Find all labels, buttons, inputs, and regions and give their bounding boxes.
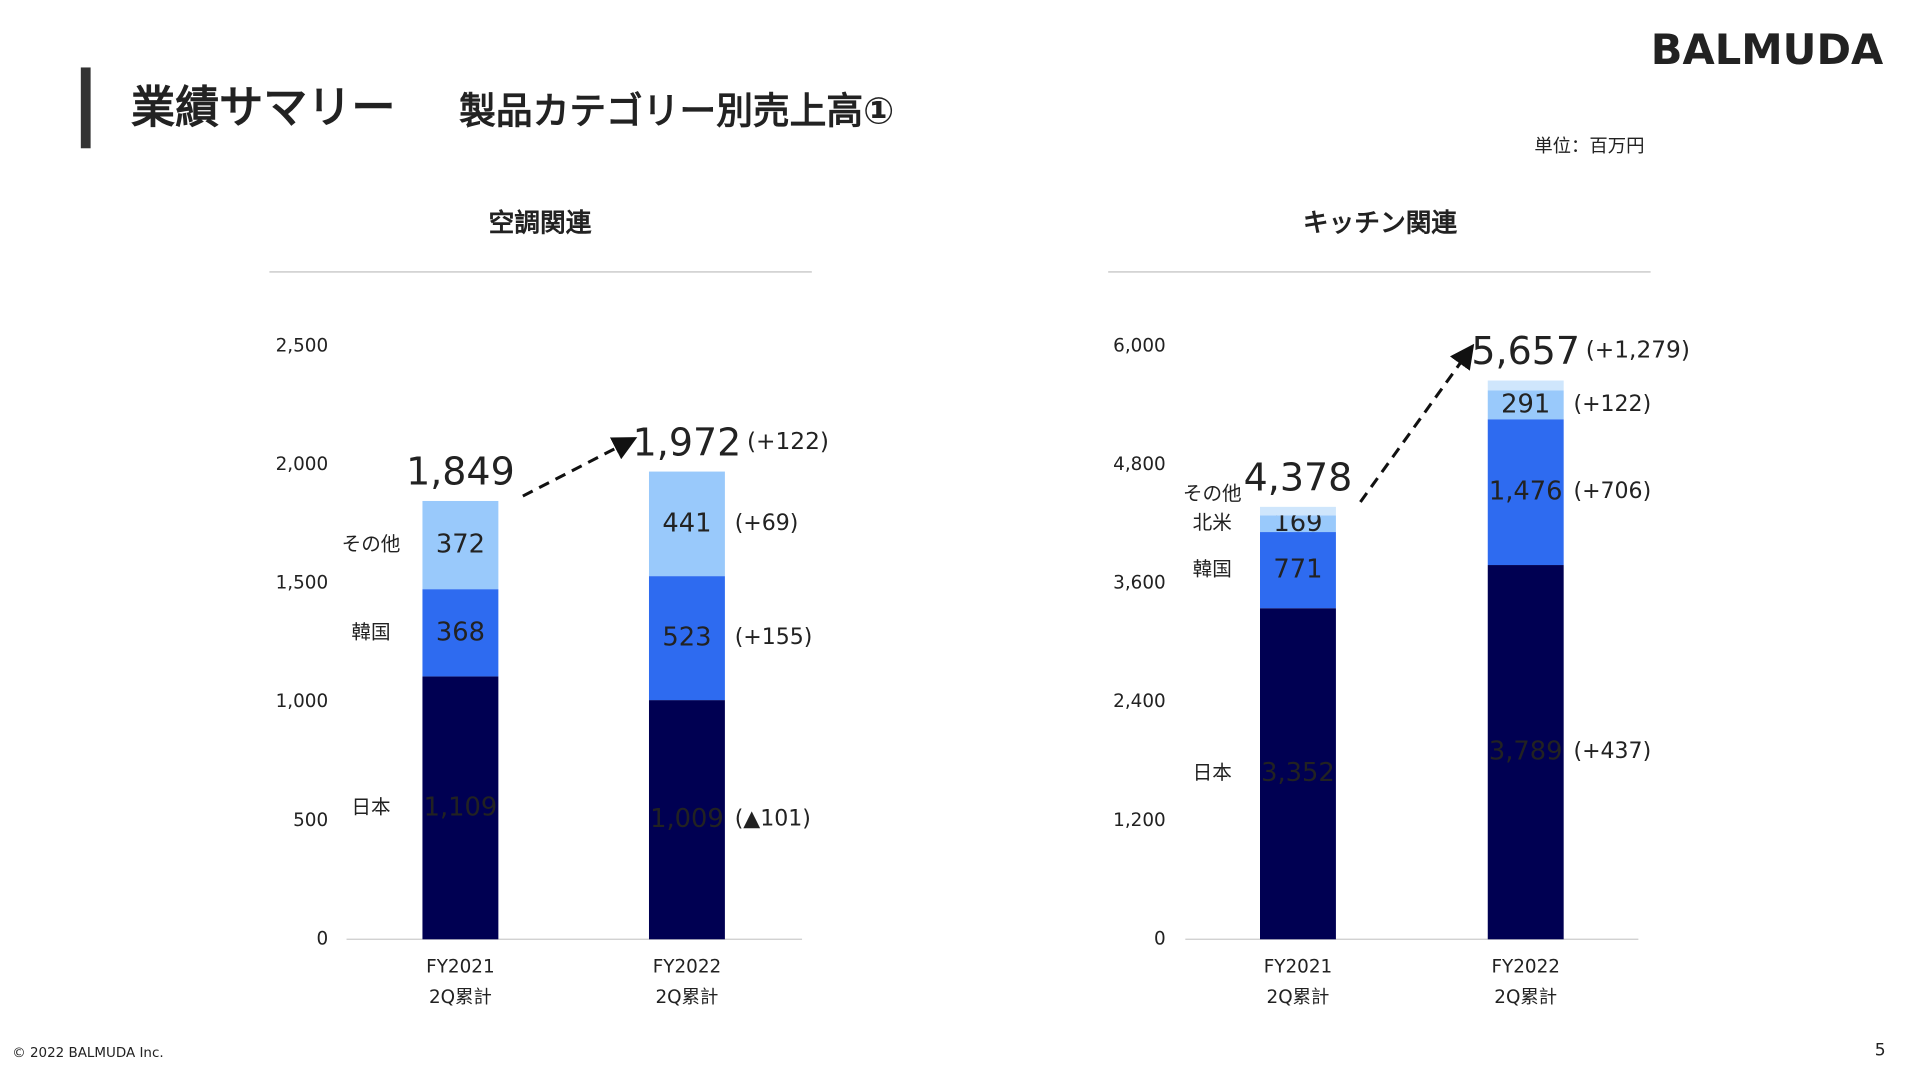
bar-segment bbox=[422, 589, 499, 677]
series-name: 韓国 bbox=[351, 620, 390, 643]
trend-arrow bbox=[1359, 343, 1475, 503]
series-name: その他 bbox=[1183, 482, 1242, 505]
x-tick-label: 2Q累計 bbox=[429, 987, 492, 1008]
change-label: (+69) bbox=[735, 511, 799, 536]
y-tick-label: 1,200 bbox=[1113, 810, 1166, 831]
y-tick-label: 1,500 bbox=[276, 573, 329, 594]
x-tick-label: 2Q累計 bbox=[656, 987, 719, 1008]
series-name: 日本 bbox=[1193, 761, 1232, 784]
total-label: 1,972 bbox=[633, 420, 742, 464]
chart-title: 空調関連 bbox=[489, 208, 592, 239]
y-tick-label: 3,600 bbox=[1113, 573, 1166, 594]
y-tick-label: 0 bbox=[316, 928, 328, 949]
bar-segment bbox=[1487, 390, 1564, 420]
change-label: (+706) bbox=[1573, 479, 1651, 504]
copyright: © 2022 BALMUDA Inc. bbox=[12, 1046, 163, 1061]
x-tick-label: FY2022 bbox=[653, 956, 722, 977]
bar-segment bbox=[1260, 506, 1336, 516]
change-label: (▲101) bbox=[735, 807, 811, 832]
value-label: 372 bbox=[436, 530, 485, 560]
x-tick-label: 2Q累計 bbox=[1494, 987, 1557, 1008]
total-label: 5,657 bbox=[1471, 329, 1580, 373]
value-label: 291 bbox=[1501, 389, 1550, 419]
bar-segment bbox=[648, 576, 725, 701]
change-label: (+437) bbox=[1573, 739, 1651, 764]
x-tick-label: FY2022 bbox=[1491, 956, 1559, 977]
bar-segment bbox=[1487, 565, 1564, 940]
trend-arrow bbox=[522, 437, 638, 498]
title-bar bbox=[80, 67, 91, 149]
series-name: 日本 bbox=[351, 795, 390, 818]
slide-title: 業績サマリー bbox=[131, 82, 395, 133]
value-label: 523 bbox=[662, 623, 711, 653]
change-label: (+155) bbox=[735, 625, 813, 650]
bar-segment bbox=[1487, 380, 1564, 391]
slide-subtitle: 製品カテゴリー別売上高① bbox=[459, 89, 894, 132]
y-tick-label: 500 bbox=[293, 810, 328, 831]
chart-title: キッチン関連 bbox=[1303, 209, 1458, 239]
bar-segment bbox=[1260, 532, 1336, 609]
bar-segment bbox=[422, 676, 499, 940]
value-label: 441 bbox=[662, 508, 711, 538]
series-name: 北米 bbox=[1193, 511, 1232, 534]
y-tick-label: 4,800 bbox=[1113, 454, 1166, 475]
value-label: 3,789 bbox=[1489, 737, 1563, 767]
y-tick-label: 2,400 bbox=[1113, 691, 1166, 712]
x-tick-label: FY2021 bbox=[426, 956, 495, 977]
total-change-label: (+122) bbox=[747, 428, 829, 455]
bar-segment bbox=[1260, 515, 1336, 533]
value-label: 3,352 bbox=[1261, 758, 1335, 788]
x-tick-label: 2Q累計 bbox=[1267, 987, 1330, 1008]
value-label: 771 bbox=[1273, 555, 1322, 585]
series-name: 韓国 bbox=[1193, 558, 1232, 581]
y-tick-label: 6,000 bbox=[1113, 336, 1166, 357]
total-label: 1,849 bbox=[406, 450, 515, 494]
total-label: 4,378 bbox=[1244, 455, 1353, 499]
bar-segment bbox=[648, 471, 725, 577]
unit: 単位：百万円 bbox=[1534, 136, 1644, 157]
logo: BALMUDA bbox=[1651, 25, 1884, 74]
bar-segment bbox=[1487, 419, 1564, 566]
value-label: 1,476 bbox=[1489, 477, 1563, 507]
x-tick-label: FY2021 bbox=[1264, 956, 1333, 977]
change-label: (+122) bbox=[1573, 392, 1651, 417]
value-label: 1,009 bbox=[650, 804, 724, 834]
series-name: その他 bbox=[342, 533, 401, 556]
bar-segment bbox=[422, 500, 499, 590]
y-tick-label: 1,000 bbox=[276, 691, 329, 712]
y-tick-label: 2,000 bbox=[276, 454, 329, 475]
total-change-label: (+1,279) bbox=[1586, 337, 1690, 364]
y-tick-label: 0 bbox=[1154, 928, 1166, 949]
bar-segment bbox=[648, 700, 725, 940]
bar-segment bbox=[1260, 608, 1336, 940]
value-label: 1,109 bbox=[424, 792, 498, 822]
value-label: 368 bbox=[436, 617, 485, 647]
y-tick-label: 2,500 bbox=[276, 336, 329, 357]
page-number: 5 bbox=[1875, 1041, 1886, 1061]
